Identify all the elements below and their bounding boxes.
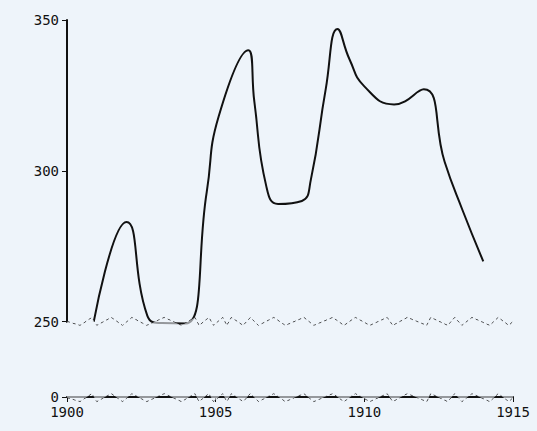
svg-text:1915: 1915 — [496, 404, 530, 420]
svg-text:0: 0 — [51, 389, 59, 405]
svg-text:1900: 1900 — [50, 404, 84, 420]
svg-text:1910: 1910 — [347, 404, 381, 420]
svg-text:300: 300 — [34, 163, 59, 179]
svg-text:250: 250 — [34, 314, 59, 330]
svg-text:1905: 1905 — [199, 404, 233, 420]
svg-text:350: 350 — [34, 12, 59, 28]
